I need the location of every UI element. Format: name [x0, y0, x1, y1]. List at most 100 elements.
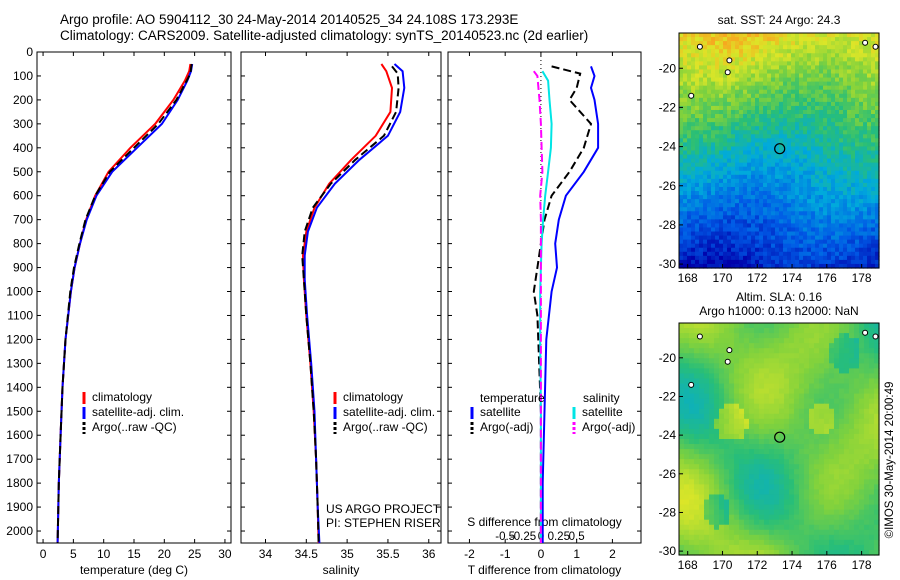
island-marker	[862, 329, 869, 336]
map-x-tick-label: 174	[782, 558, 802, 572]
map-frame	[678, 32, 880, 269]
island-marker	[862, 39, 869, 46]
map-x-tick-label: 170	[712, 558, 732, 572]
x-tick-label: 36	[422, 547, 436, 561]
depth-tick-label: 1800	[6, 476, 33, 490]
legend-label: climatology	[343, 390, 403, 404]
depth-tick-label: 900	[13, 261, 33, 275]
legend-label: satellite	[480, 405, 521, 419]
legend-label: satellite-adj. clim.	[92, 405, 184, 419]
x-axis-label: salinity	[323, 563, 360, 577]
island-marker	[726, 347, 733, 354]
depth-tick-label: 0	[26, 45, 33, 59]
map-x-tick-label: 168	[678, 558, 698, 572]
sst-heatmap	[679, 33, 880, 269]
depth-tick-label: 300	[13, 117, 33, 131]
depth-tick-label: 600	[13, 189, 33, 203]
x-tick-label: 25	[188, 547, 202, 561]
map-y-tick-label: -28	[659, 505, 677, 519]
island-marker	[724, 358, 731, 365]
legend-label: Argo(..raw -QC)	[343, 420, 428, 434]
legend-header: salinity	[583, 391, 620, 405]
depth-tick-label: 700	[13, 213, 33, 227]
legend-label: Argo(-adj)	[480, 420, 533, 434]
series-line-s-argo-adj-	[532, 70, 544, 543]
series-line-argo-raw-qc-	[56, 63, 193, 544]
series-line-argo-raw-qc-	[301, 65, 400, 544]
x-tick-label: -1	[500, 547, 511, 561]
depth-tick-label: 1700	[6, 452, 33, 466]
series-line-t-argo-adj-	[532, 65, 593, 543]
depth-tick-label: 500	[13, 165, 33, 179]
map-frame	[678, 322, 880, 556]
island-marker	[872, 43, 879, 50]
map-y-tick-label: -22	[659, 389, 677, 403]
map-subtitle: Argo h1000: 0.13 h2000: NaN	[699, 304, 858, 318]
map-x-tick-label: 168	[678, 271, 698, 285]
map-y-tick-label: -28	[659, 218, 677, 232]
header-line-2: Climatology: CARS2009. Satellite-adjuste…	[60, 28, 589, 43]
island-marker	[696, 333, 703, 340]
x-tick-label: 2	[609, 547, 616, 561]
map-y-tick-label: -22	[659, 100, 677, 114]
map-y-tick-label: -26	[659, 467, 677, 481]
series-line-climatology	[56, 63, 192, 544]
depth-tick-label: 800	[13, 237, 33, 251]
annotation-line: US ARGO PROJECT	[326, 502, 441, 516]
profile-location-marker	[774, 431, 786, 443]
header-line-1: Argo profile: AO 5904112_30 24-May-2014 …	[60, 12, 519, 27]
map-y-tick-label: -24	[659, 140, 677, 154]
series-line-satellite-adj-clim-	[56, 63, 194, 544]
profile-location-marker	[774, 143, 786, 155]
depth-tick-label: 1100	[7, 308, 33, 322]
map-x-tick-label: 174	[782, 271, 802, 285]
map-x-tick-label: 178	[852, 558, 872, 572]
x-tick-label: 34	[259, 547, 273, 561]
map-x-tick-label: 178	[852, 271, 872, 285]
timestamp-footer: ©IMOS 30-May-2014 20:00:49	[884, 382, 896, 539]
x-tick-label: 0	[538, 547, 545, 561]
x2-axis-label: S difference from climatology	[467, 515, 622, 529]
x-tick-label: 35.5	[376, 547, 400, 561]
island-marker	[726, 57, 733, 64]
x-tick-label: 35	[340, 547, 354, 561]
map-title: Altim. SLA: 0.16	[736, 290, 822, 304]
x-tick-label: 0	[40, 547, 47, 561]
x2-tick-label: -0.25	[510, 531, 536, 543]
x-tick-label: -2	[464, 547, 475, 561]
x-tick-label: 1	[573, 547, 580, 561]
map-x-tick-label: 176	[817, 558, 837, 572]
x-axis-label: temperature (deg C)	[80, 563, 188, 577]
island-marker	[696, 43, 703, 50]
x-tick-label: 10	[97, 547, 111, 561]
legend-label: Argo(-adj)	[582, 420, 635, 434]
depth-tick-label: 100	[13, 69, 33, 83]
series-line-satellite-adj-clim-	[303, 63, 406, 544]
island-marker	[724, 69, 731, 76]
legend-label: Argo(..raw -QC)	[92, 420, 177, 434]
panel-frame	[240, 51, 442, 544]
map-x-tick-label: 172	[747, 271, 767, 285]
map-y-tick-label: -26	[659, 179, 677, 193]
panel-frame	[447, 51, 642, 544]
legend-label: climatology	[92, 390, 152, 404]
map-y-tick-label: -30	[659, 257, 677, 271]
map-y-tick-label: -20	[659, 351, 677, 365]
annotation-line: PI: STEPHEN RISER	[326, 516, 441, 530]
island-marker	[688, 92, 695, 99]
depth-tick-label: 400	[13, 141, 33, 155]
legend-label: satellite-adj. clim.	[343, 405, 435, 419]
series-line-t-satellite	[541, 66, 600, 543]
map-title: sat. SST: 24 Argo: 24.3	[718, 13, 841, 27]
x-axis-label: T difference from climatology	[468, 563, 622, 577]
map-x-tick-label: 172	[747, 558, 767, 572]
x-tick-label: 34.5	[295, 547, 319, 561]
map-x-tick-label: 176	[817, 271, 837, 285]
map-x-tick-label: 170	[712, 271, 732, 285]
panel-frame	[36, 51, 232, 544]
map-y-tick-label: -24	[659, 428, 677, 442]
x2-tick-label: -0.5	[495, 531, 515, 543]
x2-tick-label: 0.5	[569, 531, 585, 543]
x2-tick-label: 0.25	[548, 531, 570, 543]
